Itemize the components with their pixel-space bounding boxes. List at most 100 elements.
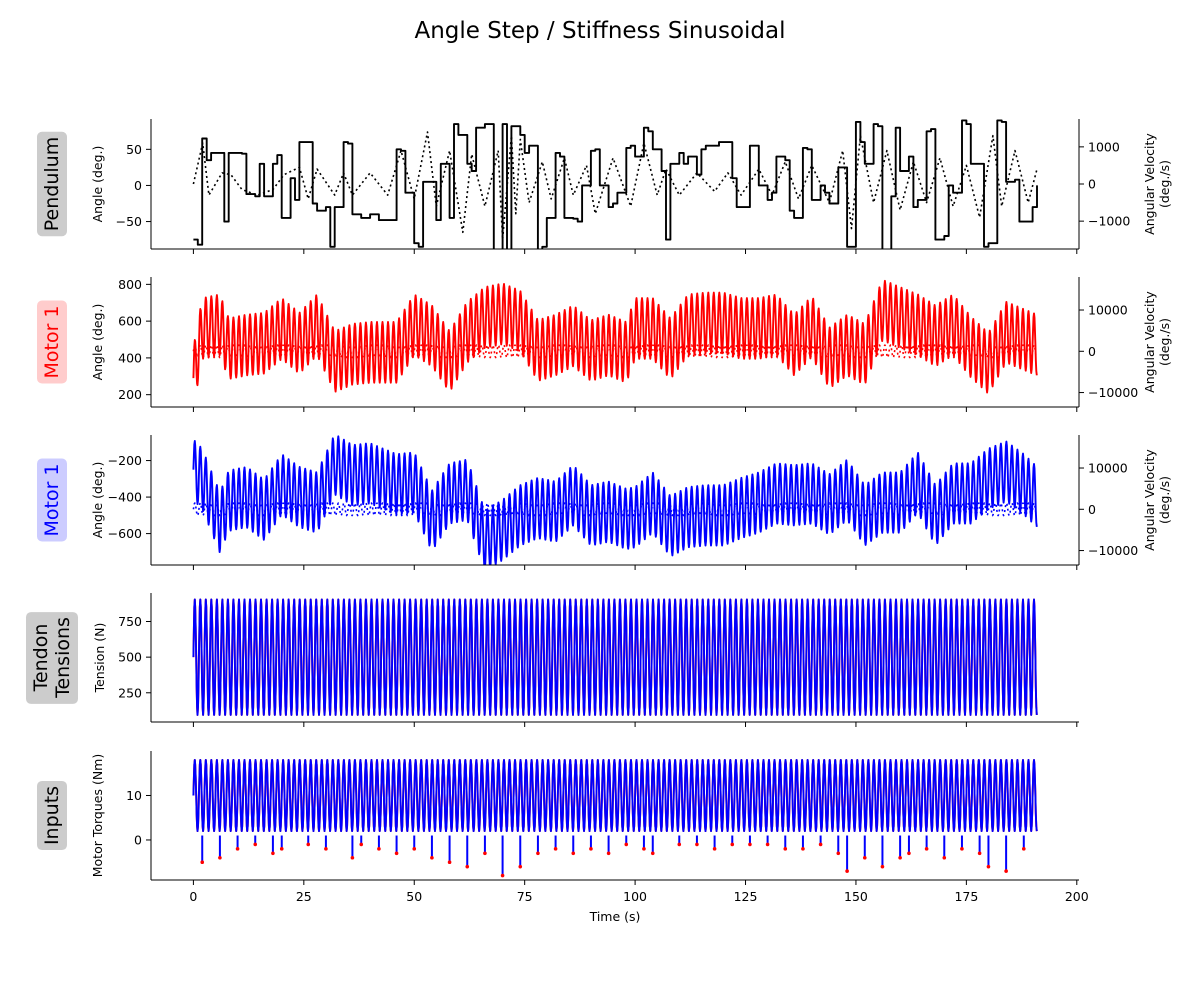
row-label: Motor 1 [37,300,67,384]
y-tick-label: 750 [118,614,142,629]
torque-dip-end [924,847,929,851]
panel-5: 0 25 50 75 100 125 150 175 200 0 10 Motor Torques (… [37,751,1089,904]
y-axis-label: Tension (N) [92,623,107,694]
row-label-text: TendonTensions [30,617,74,699]
row-label-text: Inputs [41,786,63,845]
row-label: Motor 1 [37,458,67,542]
series-line-1 [192,435,1038,565]
row-label: TendonTensions [26,612,78,704]
torque-dip-end [748,842,752,847]
torque-dip-end [553,847,558,851]
y-right-tick-label: 0 [1088,344,1096,359]
torque-dip-end [862,855,867,860]
torque-dip-end [589,847,593,851]
torque-dip-end [324,847,328,851]
torque-dip-end [650,851,655,856]
y-tick-label: 250 [118,685,142,700]
y-tick-label: 0 [134,832,142,847]
y-right-tick-label: −10000 [1088,543,1138,558]
series-line-2 [192,598,1038,716]
y-right-axis-label: Angular Velocity(deg./s) [1142,291,1172,393]
torque-dip-end [642,847,646,851]
y-right-tick-label: 0 [1088,502,1096,517]
panel-2: 200 400 600 800 −10000 0 10000 Angle (deg.) Angu… [37,277,1172,412]
x-axis-label: Time (s) [589,909,641,924]
panel-4: 250 500 750 Tension (N) TendonTensions [26,593,1079,727]
torque-dip-end [483,851,487,856]
x-tick-label: 75 [517,889,533,904]
row-label-background [37,300,67,384]
y-tick-label: 0 [134,178,142,193]
torque-dip-end [377,847,381,851]
torque-dip-end [359,842,364,847]
torque-dip-end [394,851,399,856]
y-right-tick-label: 10000 [1088,303,1128,318]
torque-dip-end [218,855,222,860]
panel-1: −50 0 50 −1000 0 1000 Angle (deg.) Angular Velo… [37,119,1172,254]
torque-dip-end [571,851,576,856]
series-group [192,598,1038,716]
row-label: Pendulum [37,131,67,237]
torque-dip-end [500,873,505,878]
series-group [192,119,1038,249]
torque-dip-end [977,851,982,856]
row-label-background [26,612,78,704]
torque-dip-end [783,847,788,851]
row-label-text: Motor 1 [41,305,63,378]
y-right-tick-label: 1000 [1088,139,1120,154]
torque-dip-end [677,842,682,847]
series-line-2 [192,131,1038,241]
y-tick-label: 50 [126,142,142,157]
y-tick-label: −50 [116,214,142,229]
torque-dip-end [624,842,629,847]
y-axis-label: Angle (deg.) [90,462,105,539]
torque-dip-end [801,847,805,851]
y-right-tick-label: 0 [1088,177,1096,192]
y-right-tick-label: −1000 [1088,214,1130,229]
torque-dip-end [271,851,275,856]
series-line-1 [192,279,1038,394]
torque-dip-end [200,860,205,865]
y-right-tick-label: −10000 [1088,385,1138,400]
series-group [192,435,1038,565]
row-label-background [37,458,67,542]
torque-dip-end [898,855,902,860]
y-tick-label: −400 [108,490,142,505]
y-tick-label: 500 [118,650,142,665]
y-tick-label: −600 [108,526,142,541]
y-right-axis-label: Angular Velocity(deg./s) [1142,449,1172,551]
torque-dip-end [1021,847,1026,851]
torque-dip-end [986,864,991,869]
torque-dip-end [907,851,911,856]
torque-dip-end [235,847,240,851]
torque-dip-end [818,842,823,847]
x-tick-label: 175 [954,889,978,904]
y-axis-label: Angle (deg.) [90,146,105,223]
y-right-tick-label: 10000 [1088,461,1128,476]
panel-3: −600 −400 −200 −10000 0 10000 Angle (deg.) Angu… [37,435,1172,570]
torque-dip-end [279,847,284,851]
x-tick-label: 50 [406,889,422,904]
torque-dip-end [836,851,841,856]
series-line-2 [192,502,1038,517]
torque-dip-end [695,842,699,847]
row-label: Inputs [37,780,67,851]
x-tick-label: 25 [296,889,312,904]
series-line-2 [192,344,1038,359]
series-group [192,279,1038,394]
torque-dip-end [730,842,735,847]
x-tick-label: 125 [734,889,758,904]
series-line-1 [193,119,1038,249]
torque-dip-end [536,851,540,856]
torque-dip-end [306,842,311,847]
torque-dip-end [880,864,885,869]
torque-dip-end [712,847,717,851]
row-label-text: Pendulum [41,137,63,231]
row-label-background [37,131,67,237]
x-tick-label: 0 [189,889,197,904]
y-tick-label: −200 [108,453,142,468]
x-tick-label: 200 [1065,889,1089,904]
row-label-background [37,780,67,851]
